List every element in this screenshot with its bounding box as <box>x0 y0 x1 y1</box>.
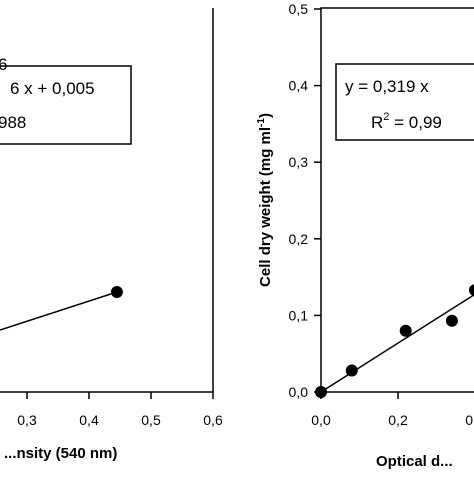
right-data-point <box>315 386 327 398</box>
left-panel: 0,3 0,4 0,5 0,6 6 6 x + 0,005 988 ...nsity … <box>0 8 223 462</box>
right-data-point <box>399 324 412 337</box>
right-x-axis-label: Optical d... <box>376 453 453 470</box>
left-x-tick-label: 0,3 <box>17 412 37 428</box>
left-equation-line2: 988 <box>0 113 26 132</box>
left-fit-line <box>0 291 118 331</box>
left-x-tick-label: 0,5 <box>141 412 161 428</box>
right-equation-box: y = 0,319 x R2 = 0,99 <box>335 63 474 141</box>
right-x-ticks: 0,0 0,2 0,4 <box>311 392 474 428</box>
right-y-tick-label: 0,1 <box>289 307 309 323</box>
right-data-point <box>445 314 458 327</box>
left-data-point <box>110 286 123 298</box>
right-y-tick-label: 0,4 <box>289 78 309 94</box>
left-equation-line1: 6 x + 0,005 <box>10 79 95 98</box>
right-data-point <box>345 364 358 377</box>
left-equation-box: 6 6 x + 0,005 988 <box>0 55 132 145</box>
right-x-tick-label: 0,2 <box>388 412 408 428</box>
left-x-axis-label: ...nsity (540 nm) <box>4 445 117 462</box>
right-data-points <box>315 284 474 398</box>
right-x-tick-label: 0,4 <box>465 412 474 428</box>
left-eq-sup: 6 <box>0 55 7 74</box>
right-equation-line1: y = 0,319 x <box>345 77 429 96</box>
right-y-tick-label: 0,3 <box>289 154 309 170</box>
right-y-ticks: 0,0 0,1 0,2 0,3 0,4 0,5 <box>289 1 321 400</box>
left-x-ticks: 0,3 0,4 0,5 0,6 <box>17 392 223 428</box>
right-y-axis-label: Cell dry weight (mg ml-1) <box>256 113 274 287</box>
right-y-tick-label: 0,2 <box>289 231 309 247</box>
right-x-tick-label: 0,0 <box>311 412 331 428</box>
right-y-tick-label: 0,5 <box>289 1 309 17</box>
right-equation-line2: R2 = 0,99 <box>371 111 442 132</box>
right-y-tick-label: 0,0 <box>289 384 309 400</box>
right-fit-line <box>320 294 474 393</box>
left-x-tick-label: 0,4 <box>79 412 99 428</box>
right-panel: 0,0 0,1 0,2 0,3 0,4 0,5 0,0 0,2 0,4 y = 0,319 x… <box>256 1 474 470</box>
right-data-point <box>469 284 474 297</box>
right-plot-frame <box>320 7 474 393</box>
left-x-tick-label: 0,6 <box>203 412 223 428</box>
